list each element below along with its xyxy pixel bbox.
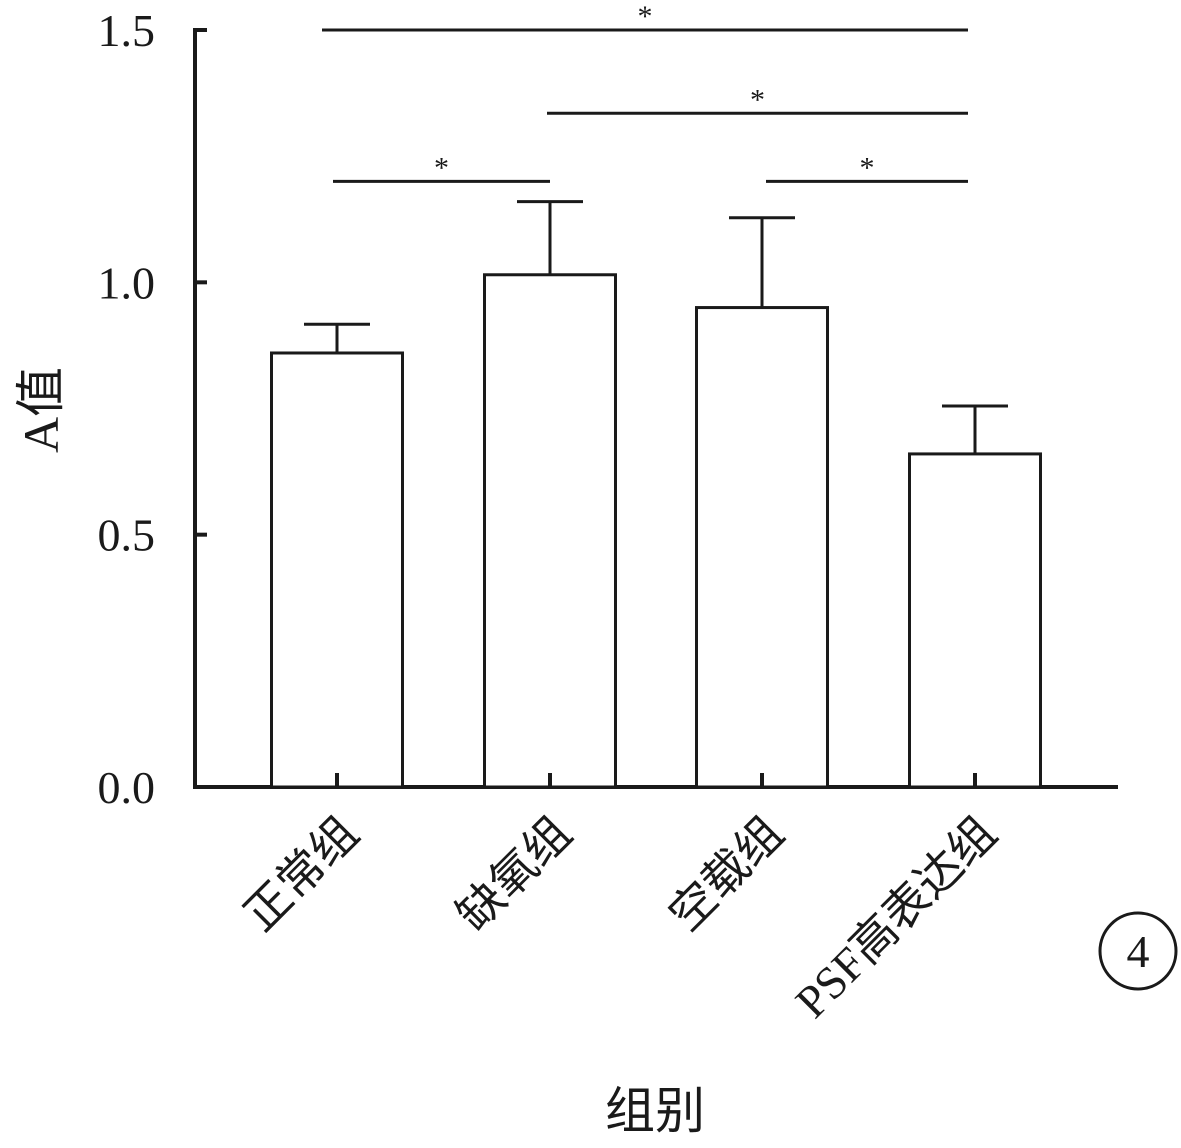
significance-star: *	[860, 151, 875, 184]
y-tick-label: 1.5	[98, 5, 156, 56]
category-label: 空载组	[659, 807, 793, 941]
panel-number: 4	[1127, 926, 1150, 977]
panel-number-badge: 4	[1098, 911, 1178, 991]
category-label: PSF高表达组	[786, 807, 1006, 1027]
y-ticks: 0.0 0.5 1.0 1.5	[98, 5, 207, 813]
y-axis-title: A值	[13, 367, 69, 453]
panel-number-circle	[1098, 911, 1178, 991]
category-label: 缺氧组	[447, 807, 581, 941]
error-bars	[304, 200, 1008, 454]
bar	[695, 306, 829, 789]
significance-brackets: * * * *	[322, 0, 968, 184]
x-axis-title: 组别	[605, 1083, 705, 1139]
significance-star: *	[750, 83, 765, 116]
bar	[908, 452, 1042, 789]
y-tick-label: 0.0	[98, 762, 156, 813]
category-label: 正常组	[234, 807, 368, 941]
x-ticks	[335, 773, 977, 787]
bars	[270, 273, 1042, 789]
significance-star: *	[434, 151, 449, 184]
y-tick-label: 0.5	[98, 510, 156, 561]
bar	[270, 351, 404, 789]
bar	[483, 273, 617, 789]
y-tick-label: 1.0	[98, 257, 156, 308]
significance-star: *	[638, 0, 653, 33]
